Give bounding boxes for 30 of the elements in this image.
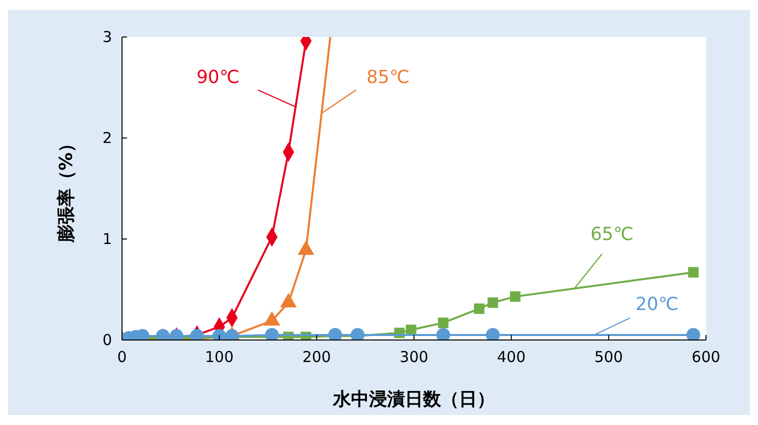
point [438, 318, 448, 328]
point [436, 328, 450, 340]
point [264, 311, 280, 326]
series-label: 20℃ [635, 294, 679, 315]
x-tick-label: 0 [117, 348, 127, 366]
x-tick-label: 200 [302, 348, 331, 366]
point [686, 328, 700, 340]
point [510, 291, 520, 302]
point [264, 328, 279, 340]
text: 85℃ [366, 67, 410, 88]
point [406, 324, 416, 336]
y-tick-label: 0 [102, 331, 112, 349]
x-tick-label: 100 [205, 348, 234, 366]
y-tick-label: 1 [102, 230, 112, 248]
y-axis-title: 膨張率（%） [56, 134, 77, 244]
x-tick-label: 600 [692, 348, 720, 366]
x-axis-title: 水中浸漬日数（日） [332, 389, 495, 410]
point [486, 328, 500, 340]
point [688, 267, 699, 278]
point [474, 303, 484, 314]
point [488, 297, 498, 308]
point [328, 328, 342, 340]
x-tick-label: 400 [497, 348, 526, 366]
x-tick-label: 500 [594, 348, 623, 366]
x-tick-label: 300 [400, 348, 428, 366]
y-tick-label: 3 [102, 28, 112, 46]
y-tick-label: 2 [102, 129, 112, 147]
point [350, 328, 364, 340]
text: 90℃ [196, 67, 240, 88]
series-label: 65℃ [590, 224, 634, 245]
